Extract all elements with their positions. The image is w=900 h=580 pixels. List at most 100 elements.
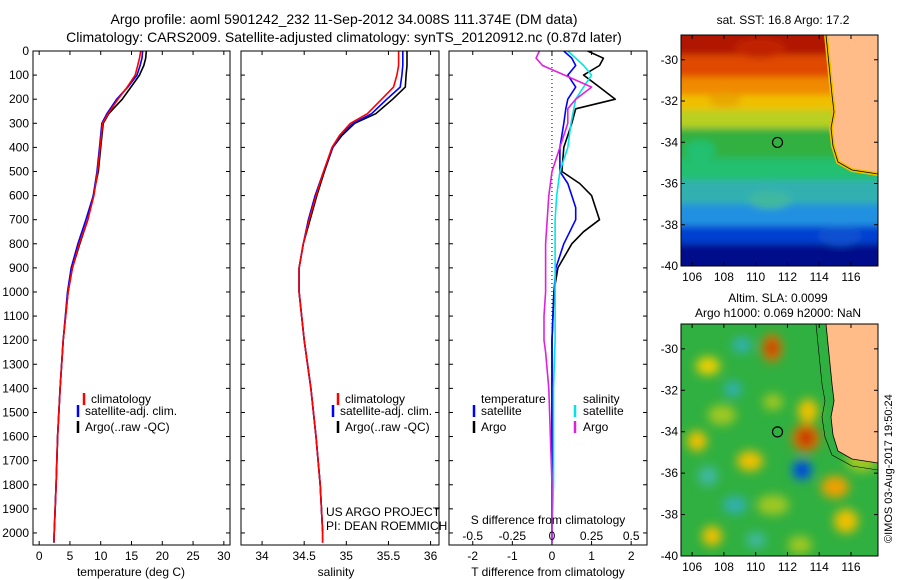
map-x-tick-label: 114 [810,270,829,284]
series-line-t-satellite [551,51,577,543]
series-line-climatology [298,51,400,543]
temperature-legend: climatology satellite-adj. clim. Argo(..… [76,392,177,434]
difference-x-ticks: -2 -1 0 1 2 [467,51,635,563]
map-x-tick-label: 116 [841,560,860,574]
map-x-tick-label: 112 [778,560,797,574]
map-y-tick-label: -36 [661,177,679,191]
land-mass [826,324,878,463]
x-tick-label: 35.5 [377,549,401,563]
sst-map-title: sat. SST: 16.8 Argo: 17.2 [717,13,850,27]
legend-s-argo: Argo [583,420,609,434]
map-y-tick-label: -34 [661,425,679,439]
depth-tick-label: 1700 [2,454,29,468]
depth-tick-label: 100 [9,68,29,82]
map-x-tick-label: 106 [682,560,702,574]
depth-tick-label: 700 [9,213,29,227]
x-tick-label: 34.5 [293,549,317,563]
depth-tick-label: 1400 [2,381,29,395]
series-line-argo [298,51,408,543]
depth-tick-label: 1500 [2,405,29,419]
map-y-tick-label: -30 [661,342,679,356]
legend-climatology: climatology [345,392,405,406]
s-diff-tick-label: -0.5 [462,529,483,543]
depth-tick-label: 1100 [3,309,29,323]
depth-tick-label: 600 [9,189,29,203]
depth-tick-labels: 0 100 200 300 400 500 600 700 800 900 1000 1100 1200… [2,44,29,540]
depth-tick-label: 500 [9,164,29,178]
difference-xlabel-top: S difference from climatology [471,513,626,527]
x-tick-label: 10 [94,549,108,563]
difference-legend-salinity: salinity satellite Argo [573,392,624,434]
x-tick-label: -2 [467,549,478,563]
coastline [825,324,878,464]
salinity-y-ticks [241,50,439,534]
sla-map: Altim. SLA: 0.0099 Argo h1000: 0.069 h20… [661,291,879,574]
argo-location-marker [771,426,784,438]
difference-series [535,51,617,543]
legend-climatology: climatology [91,392,151,406]
legend-argo: Argo(..raw -QC) [345,420,430,434]
x-tick-label: 35 [340,549,354,563]
temperature-y-ticks [33,50,230,534]
x-tick-label: 20 [156,549,170,563]
x-tick-label: 5 [67,549,74,563]
sla-map-title: Altim. SLA: 0.0099 [728,291,828,305]
legend-argo: Argo(..raw -QC) [85,420,170,434]
map-y-tick-label: -36 [661,466,679,480]
salinity-panel: 34 34.5 35 35.5 36 salinity climatology sate… [240,50,447,579]
depth-tick-label: 900 [9,261,29,275]
sst-map: sat. SST: 16.8 Argo: 17.2 [661,13,879,284]
map-y-tick-label: -32 [661,94,679,108]
depth-tick-label: 1200 [2,333,29,347]
difference-y-ticks [449,50,647,534]
map-x-tick-label: 112 [778,270,797,284]
depth-tick-label: 1800 [2,478,29,492]
x-tick-label: -1 [507,549,518,563]
depth-tick-label: 2000 [2,526,29,540]
map-x-tick-label: 110 [746,270,765,284]
difference-axes-frame [448,50,648,546]
sla-field [681,324,878,556]
legend-satellite: satellite-adj. clim. [340,404,432,418]
x-tick-label: 34 [255,549,269,563]
s-diff-tick-label: 0.5 [623,529,640,543]
salinity-difference-tick-labels: -0.5 -0.25 0 0.25 0.5 [462,529,639,543]
legend-t-satellite: satellite [481,404,522,418]
map-x-tick-label: 106 [682,270,702,284]
depth-tick-label: 0 [22,44,29,58]
salinity-xlabel: salinity [318,565,355,579]
temperature-series [53,51,148,543]
map-x-tick-label: 108 [714,560,734,574]
header-line-1: Argo profile: aoml 5901242_232 11-Sep-20… [111,11,578,27]
map-y-tick-label: -38 [661,508,679,522]
legend-satellite: satellite-adj. clim. [85,404,177,418]
series-line-s-argo [535,51,593,543]
temperature-x-ticks: 0 5 10 15 20 25 30 [36,51,231,563]
s-diff-tick-label: -0.25 [499,529,527,543]
sla-map-subtitle: Argo h1000: 0.069 h2000: NaN [695,306,861,320]
map-x-tick-label: 110 [746,560,765,574]
x-tick-label: 2 [628,549,635,563]
sst-field [681,35,878,266]
map-y-tick-label: -32 [661,383,679,397]
x-tick-label: 36 [424,549,438,563]
salinity-axes-frame [240,50,440,546]
map-y-tick-label: -34 [661,135,679,149]
series-line-s-satellite [551,51,593,543]
salinity-series [298,51,408,543]
isobath [815,324,878,471]
map-x-tick-label: 108 [714,270,734,284]
legend-temperature-title: temperature [481,392,546,406]
temperature-axes-frame [32,50,231,546]
sla-map-ticks: 106 108 110 112 114 116 -40 -38 -36 -34 -32 -30 [661,324,878,574]
s-diff-tick-label: 0.25 [580,529,604,543]
temperature-panel: 0100200300400500600700800900100011001200… [2,44,231,579]
depth-tick-label: 1900 [2,502,29,516]
legend-s-satellite: satellite [583,404,624,418]
salinity-x-ticks: 34 34.5 35 35.5 36 [255,51,438,563]
sst-map-ticks: 106 108 110 112 114 116 -40 -38 -36 -34 -32 -30 [661,35,878,284]
legend-salinity-title: salinity [583,392,620,406]
map-x-tick-label: 114 [810,560,829,574]
map-y-tick-label: -30 [661,53,679,67]
